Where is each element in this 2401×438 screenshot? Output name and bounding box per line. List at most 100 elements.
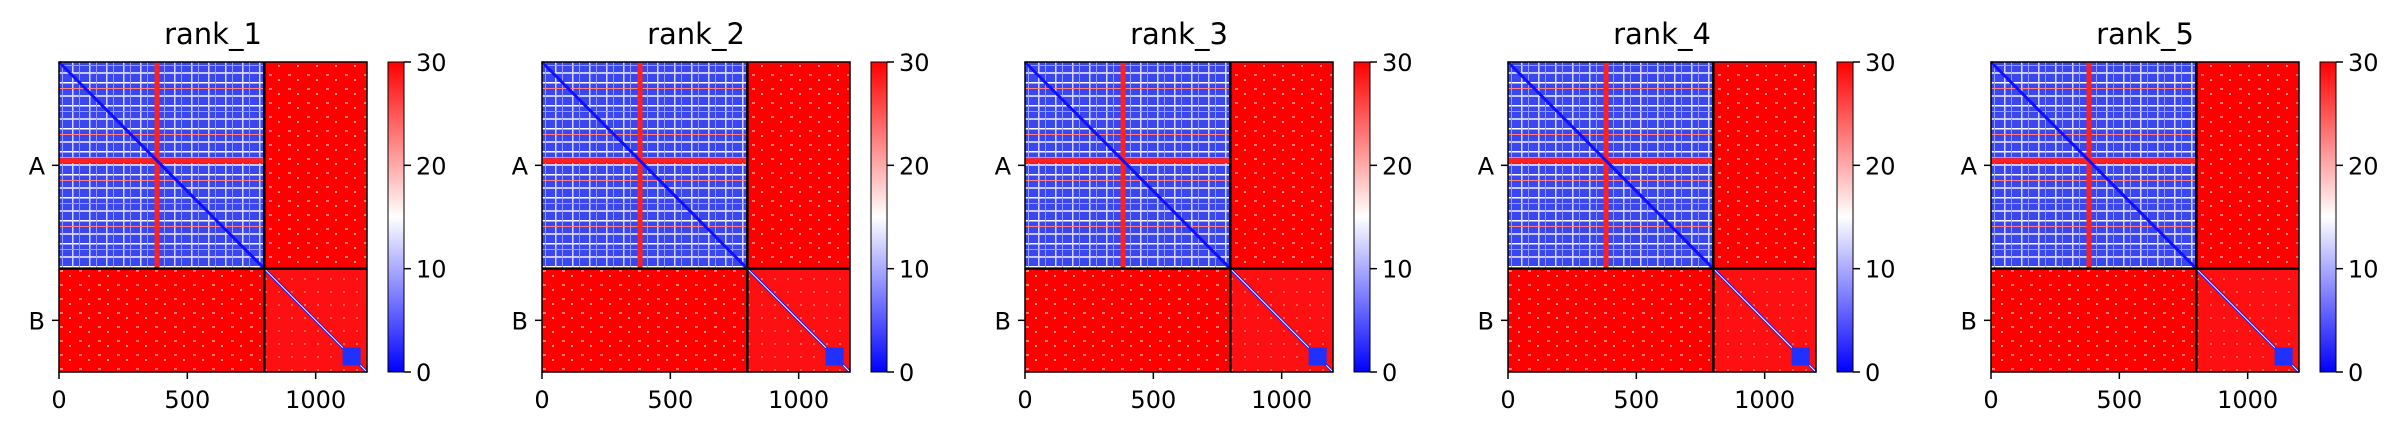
- x-tick-label: 1000: [285, 386, 346, 414]
- x-tick-label: 500: [164, 386, 210, 414]
- colorbar: [1837, 62, 1853, 372]
- x-tick-label: 500: [2096, 386, 2142, 414]
- colorbar-tick-label: 20: [416, 152, 447, 180]
- panel-title: rank_2: [647, 17, 745, 51]
- y-tick-label: A: [1478, 152, 1495, 180]
- block-b-a: [1508, 268, 1714, 372]
- colorbar-tick-label: 0: [1382, 359, 1397, 387]
- x-tick-label: 0: [1983, 386, 1998, 414]
- plot-frame: [541, 61, 851, 373]
- plot-frame: [58, 61, 368, 373]
- colorbar-tick-label: 20: [1382, 152, 1413, 180]
- colorbar-frame: [1353, 61, 1371, 373]
- colorbar: [388, 62, 404, 372]
- y-tick-label: A: [995, 152, 1012, 180]
- plot-frame: [1990, 61, 2300, 373]
- domain-b-blob: [825, 347, 844, 366]
- colorbar-frame: [387, 61, 405, 373]
- diagonal-a: [57, 60, 266, 270]
- block-b-a: [1991, 268, 2197, 372]
- colorbar-tick-label: 20: [899, 152, 930, 180]
- plot-frame: [1507, 61, 1817, 373]
- colorbar-frame: [2319, 61, 2337, 373]
- colorbar-tick-label: 10: [899, 256, 930, 284]
- heatmap-panel: rank_5 A B 0 500 1000 0 10 20 30: [1961, 17, 2379, 414]
- domain-b-blob: [1308, 347, 1327, 366]
- y-tick-label: B: [1961, 307, 1977, 335]
- stripe-v: [2086, 62, 2092, 269]
- colorbar-tick-label: 30: [2348, 49, 2379, 77]
- x-tick-label: 0: [1017, 386, 1032, 414]
- y-tick-label: B: [29, 307, 45, 335]
- y-tick-label: B: [995, 307, 1011, 335]
- stripe-v: [1120, 62, 1126, 269]
- stripe-v: [1603, 62, 1609, 269]
- stripe-h: [1991, 158, 2197, 164]
- heatmap-panel: rank_1 A B 0 500 1000 0 10 20 30: [29, 17, 447, 414]
- x-tick-label: 1000: [2217, 386, 2278, 414]
- colorbar-tick-label: 30: [899, 49, 930, 77]
- y-tick-label: A: [1961, 152, 1978, 180]
- y-tick-label: B: [1478, 307, 1494, 335]
- heatmap-panel: rank_4 A B 0 500 1000 0 10 20 30: [1478, 17, 1896, 414]
- x-tick-label: 500: [647, 386, 693, 414]
- block-a-b: [1713, 62, 1816, 269]
- stripe-h: [1025, 158, 1231, 164]
- domain-b-blob: [342, 347, 361, 366]
- block-a-b: [1230, 62, 1333, 269]
- plot-frame: [1024, 61, 1334, 373]
- block-a-b: [2196, 62, 2299, 269]
- domain-b-blob: [1791, 347, 1810, 366]
- diagonal-a: [1023, 60, 1232, 270]
- colorbar-tick-label: 0: [2348, 359, 2363, 387]
- x-tick-label: 500: [1613, 386, 1659, 414]
- colorbar-tick-label: 30: [1865, 49, 1896, 77]
- colorbar-tick-label: 10: [2348, 256, 2379, 284]
- stripe-h: [59, 158, 265, 164]
- y-tick-label: A: [512, 152, 529, 180]
- colorbar-tick-label: 0: [416, 359, 431, 387]
- colorbar: [871, 62, 887, 372]
- y-tick-label: A: [29, 152, 46, 180]
- x-tick-label: 0: [1500, 386, 1515, 414]
- block-b-a: [542, 268, 748, 372]
- block-a-b: [264, 62, 367, 269]
- colorbar-tick-label: 10: [1865, 256, 1896, 284]
- x-tick-label: 0: [534, 386, 549, 414]
- colorbar-frame: [870, 61, 888, 373]
- colorbar-tick-label: 0: [899, 359, 914, 387]
- x-tick-label: 1000: [1251, 386, 1312, 414]
- panel-title: rank_1: [164, 17, 262, 51]
- y-tick-label: B: [512, 307, 528, 335]
- stripe-v: [154, 62, 160, 269]
- colorbar-tick-label: 10: [416, 256, 447, 284]
- domain-b-blob: [2274, 347, 2293, 366]
- heatmap-panel: rank_2 A B 0 500 1000 0 10 20 30: [512, 17, 930, 414]
- stripe-h: [542, 158, 748, 164]
- stripe-v: [637, 62, 643, 269]
- block-b-a: [59, 268, 265, 372]
- x-tick-label: 500: [1130, 386, 1176, 414]
- colorbar-tick-label: 10: [1382, 256, 1413, 284]
- x-tick-label: 0: [51, 386, 66, 414]
- stripe-h: [1508, 158, 1714, 164]
- colorbar-tick-label: 30: [1382, 49, 1413, 77]
- colorbar-tick-label: 30: [416, 49, 447, 77]
- x-tick-label: 1000: [768, 386, 829, 414]
- diagonal-a: [1506, 60, 1715, 270]
- block-b-a: [1025, 268, 1231, 372]
- colorbar-tick-label: 20: [1865, 152, 1896, 180]
- panel-title: rank_3: [1130, 17, 1228, 51]
- colorbar: [1354, 62, 1370, 372]
- colorbar-frame: [1836, 61, 1854, 373]
- panel-title: rank_4: [1613, 17, 1711, 51]
- colorbar-tick-label: 20: [2348, 152, 2379, 180]
- panel-title: rank_5: [2096, 17, 2194, 51]
- colorbar-tick-label: 0: [1865, 359, 1880, 387]
- colorbar: [2320, 62, 2336, 372]
- diagonal-a: [1989, 60, 2198, 270]
- diagonal-a: [540, 60, 749, 270]
- block-a-b: [747, 62, 850, 269]
- heatmap-panel: rank_3 A B 0 500 1000 0 10 20 30: [995, 17, 1413, 414]
